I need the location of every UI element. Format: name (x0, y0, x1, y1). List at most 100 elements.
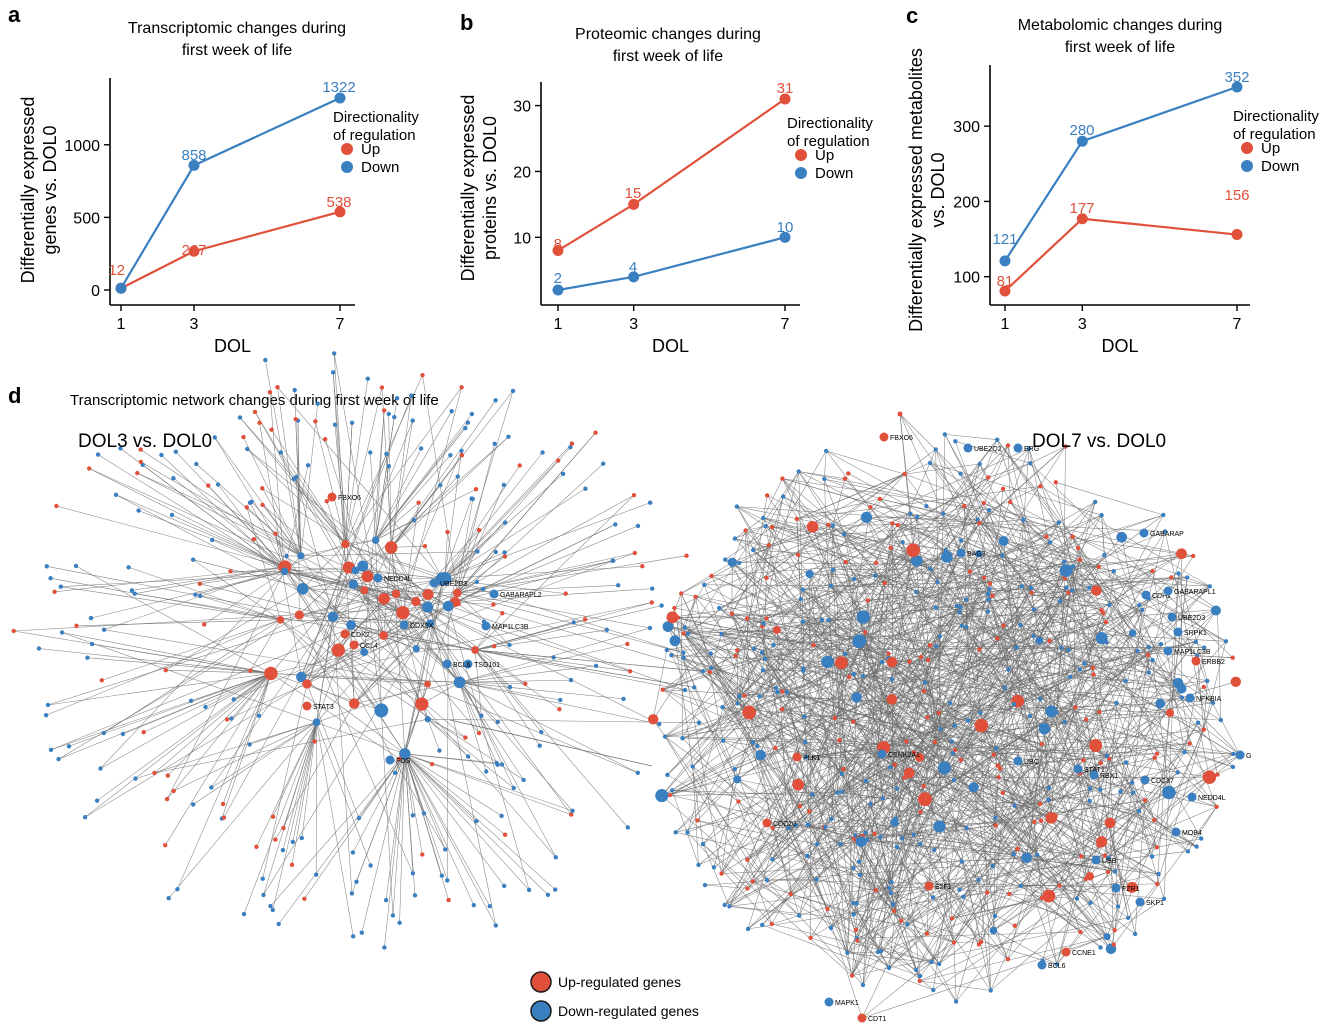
right-network-edge (721, 556, 947, 635)
left-network-node-up (420, 373, 425, 378)
right-gene-node (963, 443, 973, 453)
right-network-edge (721, 649, 1069, 874)
left-network-node-up (476, 527, 482, 533)
right-network-edge (989, 588, 1110, 606)
left-network-edge (447, 390, 514, 607)
right-network-node-up (742, 705, 757, 720)
right-network-edge (1026, 857, 1108, 937)
right-network-edge (824, 478, 845, 535)
right-network-node-up (772, 626, 781, 634)
left-network-edge (457, 592, 684, 654)
right-network-edge (910, 513, 1217, 807)
left-network-node-down (98, 766, 103, 771)
right-network-edge (980, 777, 999, 942)
right-network-edge (919, 936, 1108, 982)
right-network-edge (1163, 573, 1179, 899)
left-network-node-down (173, 449, 178, 454)
right-gene-label: UBC (1024, 759, 1039, 766)
left-network-edge (165, 669, 271, 674)
left-network-edge (254, 411, 423, 705)
right-network-node-down (1155, 698, 1166, 709)
right-network-edge (761, 652, 1042, 822)
right-network-edge (953, 779, 1091, 904)
right-network-edge (737, 779, 813, 795)
panel-a-title-line: first week of life (182, 42, 292, 59)
right-network-edge (830, 585, 1097, 591)
right-network-node-down (985, 591, 991, 597)
right-network-edge (888, 933, 928, 969)
left-network-edge (447, 606, 530, 890)
panel-a-x-tick-label: 7 (336, 316, 345, 333)
left-network-node-down (349, 891, 355, 896)
right-network-edge (923, 703, 1015, 787)
right-network-edge (669, 745, 758, 796)
left-network-node-down (346, 620, 356, 630)
left-network-node-down (657, 721, 662, 727)
right-network-edge (729, 906, 908, 925)
left-network-edge (262, 683, 308, 879)
right-network-node-up (743, 528, 748, 533)
right-network-edge (863, 676, 962, 761)
left-network-edge (375, 417, 395, 541)
left-network-edge (474, 649, 511, 688)
left-gene-label: FOS (396, 758, 411, 765)
left-network-node-up (269, 427, 274, 432)
left-network-node-down (611, 558, 616, 563)
right-network-edge (864, 513, 911, 633)
panel-c-y-tick-label: 300 (953, 119, 980, 136)
left-network-edge (457, 484, 505, 594)
left-network-edge (474, 649, 482, 716)
right-network-edge (856, 931, 1081, 939)
left-network-node-down (700, 669, 706, 674)
right-network-edge (677, 604, 1110, 618)
right-network-edge (979, 522, 1080, 561)
left-network-node-down (374, 703, 389, 718)
panel-c-point-up (1231, 229, 1243, 241)
left-network-node-down (261, 892, 266, 898)
right-network-edge (1002, 711, 1100, 794)
right-network-node-up (1201, 727, 1206, 732)
left-network-node-down (499, 762, 505, 767)
right-network-edge (920, 843, 935, 851)
right-network-node-down (1087, 585, 1092, 590)
left-network-edge (455, 560, 613, 603)
right-network-edge (698, 825, 797, 866)
right-network-edge (891, 661, 1233, 768)
left-network-node-down (560, 471, 566, 476)
left-network-node-down (422, 601, 434, 613)
right-network-node-up (874, 560, 879, 565)
left-network-node-up (267, 390, 273, 395)
right-network-edge (1039, 555, 1194, 804)
right-network-edge (858, 861, 940, 965)
right-network-edge (817, 833, 875, 845)
right-network-edge (1038, 554, 1105, 641)
right-network-edge (1044, 672, 1150, 730)
right-network-edge (1109, 822, 1114, 945)
right-network-edge (944, 542, 1051, 769)
left-network-edge (193, 721, 317, 805)
right-network-edge (966, 599, 1021, 626)
network-title: Transcriptomic network changes during fi… (70, 392, 439, 409)
left-network-node-down (332, 351, 337, 356)
left-network-node-down (89, 641, 95, 647)
right-network-edge (944, 434, 998, 440)
right-network-node-up (974, 718, 989, 733)
left-network-node-up (273, 531, 278, 536)
right-network-node-down (1176, 571, 1181, 576)
right-network-edge (938, 434, 946, 713)
right-network-edge (782, 478, 990, 511)
right-network-node-up (792, 778, 805, 791)
right-network-node-down (702, 582, 707, 587)
left-gene-label: MAP1LC3B (492, 624, 529, 631)
right-network-edge (671, 654, 1101, 790)
right-network-node-down (732, 766, 738, 772)
right-network-edge (833, 568, 931, 570)
right-network-edge (915, 889, 960, 971)
right-network-edge (702, 843, 853, 976)
left-network-edge (301, 552, 635, 678)
left-network-edge (90, 571, 285, 619)
left-network-edge (270, 753, 406, 907)
right-network-edge (884, 448, 1030, 584)
right-network-edge (995, 788, 1090, 819)
